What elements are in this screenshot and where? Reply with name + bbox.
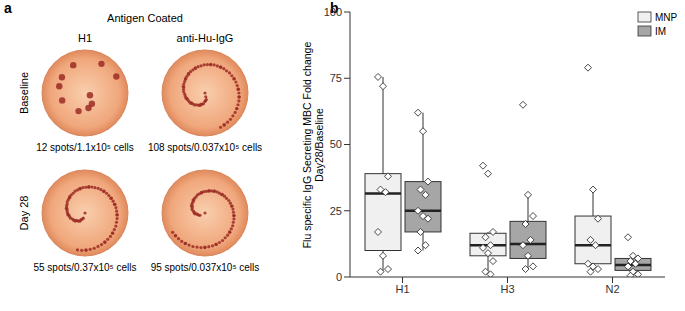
svg-text:Flu specific IgG Secreting MBC: Flu specific IgG Secreting MBC Fold chan… [301, 42, 313, 249]
svg-text:Baseline: Baseline [18, 72, 30, 114]
svg-text:IM: IM [655, 26, 666, 37]
svg-text:95 spots/0.037x10⁵ cells: 95 spots/0.037x10⁵ cells [151, 262, 260, 273]
svg-text:MNP: MNP [655, 12, 678, 23]
svg-text:55 spots/0.37x10⁵ cells: 55 spots/0.37x10⁵ cells [33, 262, 136, 273]
svg-text:H3: H3 [500, 283, 514, 295]
svg-text:a: a [4, 0, 12, 16]
svg-text:75: 75 [330, 72, 342, 84]
svg-text:anti-Hu-IgG: anti-Hu-IgG [177, 32, 234, 44]
svg-text:N2: N2 [605, 283, 619, 295]
svg-text:25: 25 [330, 205, 342, 217]
svg-text:H1: H1 [395, 283, 409, 295]
svg-text:Antigen Coated: Antigen Coated [107, 12, 183, 24]
svg-text:12 spots/1.1x10⁵ cells: 12 spots/1.1x10⁵ cells [36, 142, 134, 153]
svg-text:108 spots/0.037x10⁵ cells: 108 spots/0.037x10⁵ cells [148, 142, 262, 153]
svg-text:50: 50 [330, 138, 342, 150]
svg-text:Day 28: Day 28 [18, 196, 30, 231]
svg-text:H1: H1 [78, 32, 92, 44]
svg-text:Day28/Baseline: Day28/Baseline [313, 108, 325, 182]
svg-text:0: 0 [336, 271, 342, 283]
svg-text:100: 100 [324, 6, 342, 18]
